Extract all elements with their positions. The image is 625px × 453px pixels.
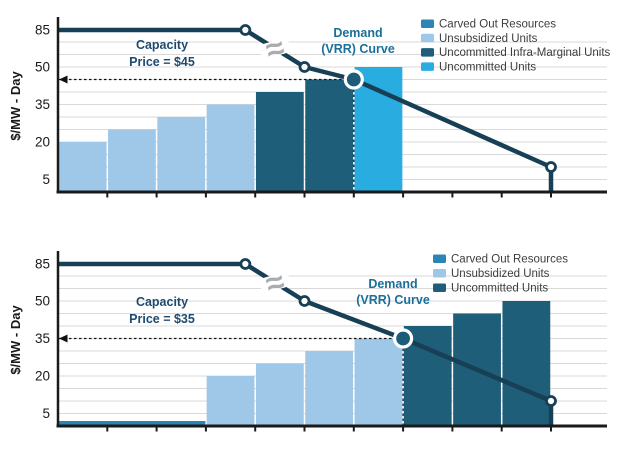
- supply-bar: [305, 351, 354, 426]
- y-tick-label: 35: [35, 97, 50, 112]
- y-tick-label: 50: [35, 60, 50, 75]
- supply-bar: [58, 142, 107, 192]
- axis-break-gap: [258, 271, 292, 294]
- legend-swatch: [421, 62, 434, 71]
- supply-bar: [502, 301, 551, 426]
- supply-bar: [305, 79, 354, 192]
- legend-swatch: [421, 48, 434, 57]
- y-tick-label: 50: [35, 294, 50, 309]
- legend-label: Unsubsidized Units: [451, 268, 550, 280]
- legend-swatch: [421, 19, 434, 28]
- y-tick-label: 5: [42, 406, 50, 421]
- vrr-plateau-end-point: [239, 24, 252, 36]
- supply-bar: [206, 104, 255, 192]
- axis-break: ≈: [258, 263, 292, 302]
- legend-swatch: [433, 283, 446, 292]
- legend-label: Uncommitted Units: [439, 61, 536, 73]
- supply-bar: [255, 92, 304, 192]
- legend-label: Carved Out Resources: [439, 19, 556, 31]
- supply-bar: [354, 338, 403, 426]
- price-arrowhead: [59, 75, 68, 84]
- y-tick-label: 35: [35, 331, 50, 346]
- axis-break: ≈: [258, 29, 292, 68]
- supply-bar: [354, 67, 403, 192]
- vrr-end-point: [545, 395, 557, 407]
- y-tick-label: 20: [35, 135, 50, 150]
- supply-bar: [157, 117, 206, 192]
- legend-label: Unsubsidized Units: [439, 33, 538, 45]
- legend-swatch: [433, 269, 446, 278]
- y-tick-label: 85: [35, 257, 50, 272]
- legend-label: Uncommitted Infra-Marginal Units: [439, 47, 611, 59]
- capacity-price-label: Price = $45: [129, 55, 195, 69]
- demand-curve-label: (VRR) Curve: [356, 293, 430, 307]
- vrr-end-point: [545, 161, 557, 173]
- legend-label: Carved Out Resources: [451, 254, 568, 266]
- y-axis-title: $/MW - Day: [8, 71, 23, 141]
- carved-out-strip-bar: [58, 421, 206, 426]
- vrr-post-break-point: [298, 295, 311, 307]
- demand-curve-label: Demand: [368, 277, 417, 291]
- y-axis-title: $/MW - Day: [8, 305, 23, 375]
- vrr-plateau-end-point: [239, 258, 252, 270]
- supply-bar: [108, 129, 156, 192]
- y-tick-label: 85: [35, 23, 50, 38]
- price-arrowhead: [59, 334, 68, 343]
- axis-break-gap: [258, 37, 292, 60]
- clearing-point: [393, 328, 414, 349]
- y-tick-label: 20: [35, 369, 50, 384]
- legend-label: Uncommitted Units: [451, 283, 548, 295]
- demand-curve-label: (VRR) Curve: [321, 42, 395, 56]
- legend-swatch: [421, 33, 434, 43]
- capacity-price-label: Capacity: [136, 295, 188, 309]
- supply-bar: [206, 376, 255, 426]
- capacity-price-label: Capacity: [136, 38, 188, 52]
- y-tick-label: 5: [42, 172, 50, 187]
- vrr-post-break-point: [298, 61, 311, 73]
- demand-curve-label: Demand: [333, 26, 382, 40]
- legend-swatch: [433, 254, 446, 263]
- supply-bar: [255, 363, 304, 426]
- clearing-point: [343, 69, 364, 90]
- capacity-price-label: Price = $35: [129, 312, 195, 326]
